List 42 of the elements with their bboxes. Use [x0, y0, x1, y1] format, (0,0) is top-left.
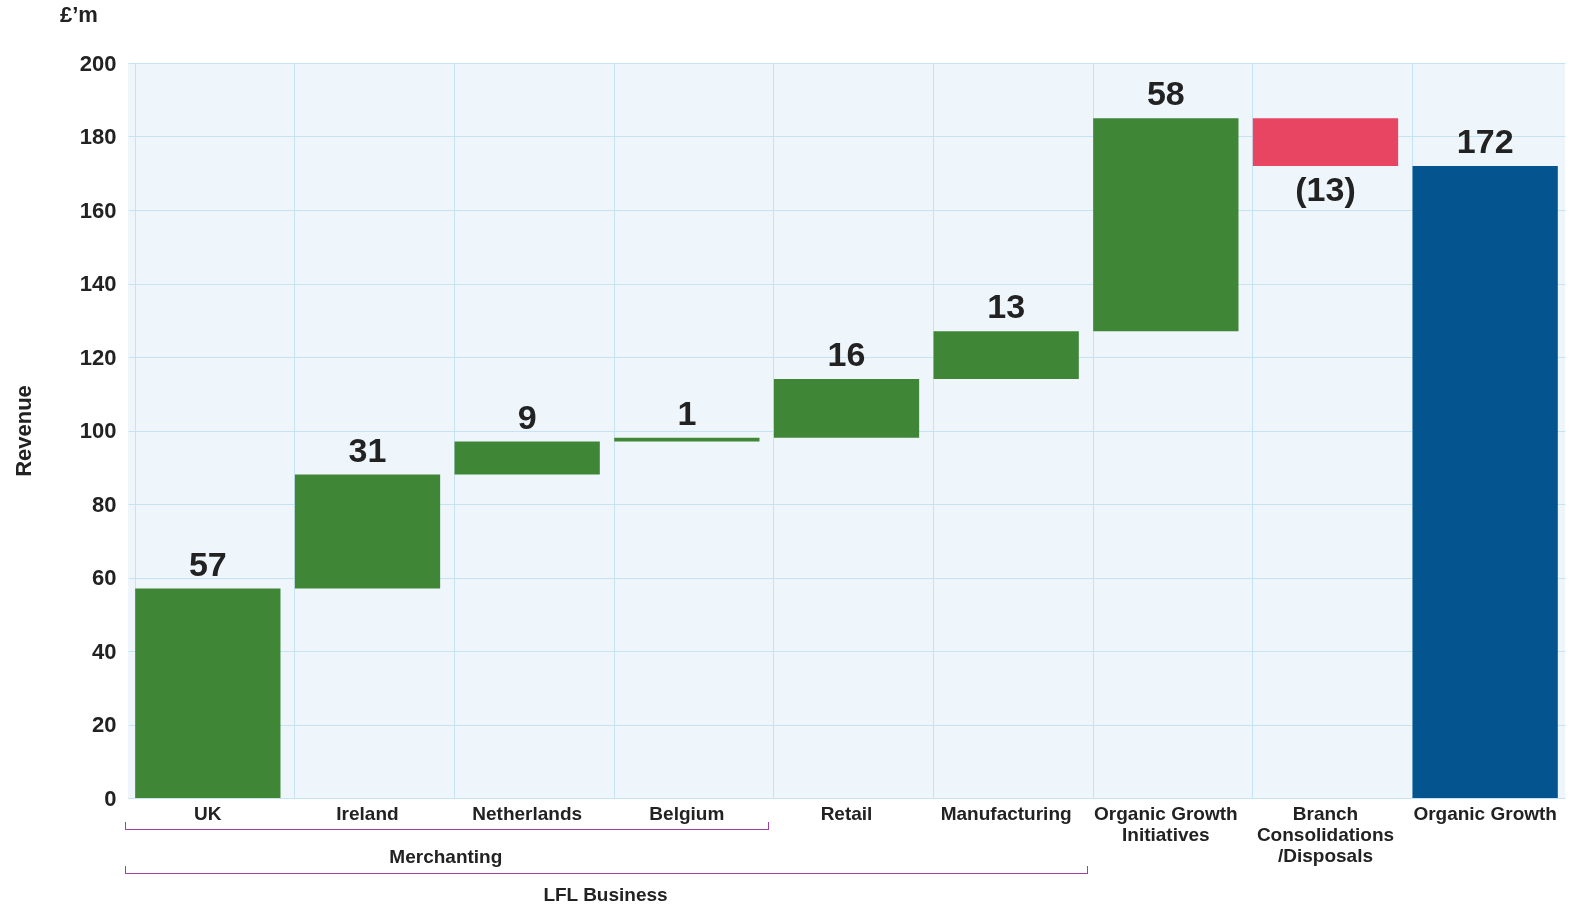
y-tick-label: 120 — [79, 344, 117, 370]
y-tick-label: 160 — [79, 197, 117, 223]
text: Merchanting — [389, 846, 503, 868]
y-tick-label: 200 — [79, 50, 117, 76]
x-tick-label: Retail — [820, 802, 873, 824]
data-label: 57 — [188, 544, 227, 583]
bar — [294, 474, 441, 589]
bar — [933, 331, 1079, 380]
y-tick-label: 100 — [79, 418, 117, 443]
y-tick-label: 140 — [79, 271, 117, 296]
y-tick-label: 40 — [92, 638, 117, 664]
data-label: (13) — [1295, 169, 1356, 208]
data-label: 172 — [1456, 121, 1514, 160]
data-label: 13 — [987, 287, 1026, 326]
x-tick-label: UK — [194, 802, 222, 824]
data-label: 16 — [827, 335, 866, 374]
text: £’m — [60, 2, 98, 28]
bar — [1412, 165, 1558, 798]
x-tick-label: Belgium — [649, 802, 725, 824]
bar — [773, 379, 920, 438]
y-tick-label: 180 — [79, 124, 117, 149]
x-tick-label: Ireland — [336, 802, 399, 824]
text: LFL Business — [543, 884, 668, 906]
bar — [454, 441, 600, 475]
x-tick-label: Branch Consolidations /Disposals — [1256, 802, 1395, 866]
data-label: 31 — [348, 430, 387, 469]
x-tick-label: Organic Growth Initiatives — [1094, 802, 1238, 845]
y-tick-label: 20 — [92, 712, 117, 737]
y-tick-label: 60 — [92, 565, 117, 590]
x-tick-label: Manufacturing — [940, 802, 1072, 824]
y-axis-title: Revenue — [10, 385, 36, 477]
y-tick-label: 80 — [92, 491, 117, 517]
data-label: 1 — [677, 393, 697, 432]
data-label: 58 — [1146, 74, 1185, 113]
bar — [135, 588, 281, 798]
bar — [1093, 118, 1239, 332]
data-label: 9 — [517, 397, 537, 436]
bar — [1252, 118, 1399, 166]
x-tick-label: Organic Growth — [1413, 802, 1557, 824]
y-tick-label: 0 — [104, 785, 117, 811]
x-tick-label: Netherlands — [472, 802, 583, 824]
bar — [614, 437, 760, 442]
